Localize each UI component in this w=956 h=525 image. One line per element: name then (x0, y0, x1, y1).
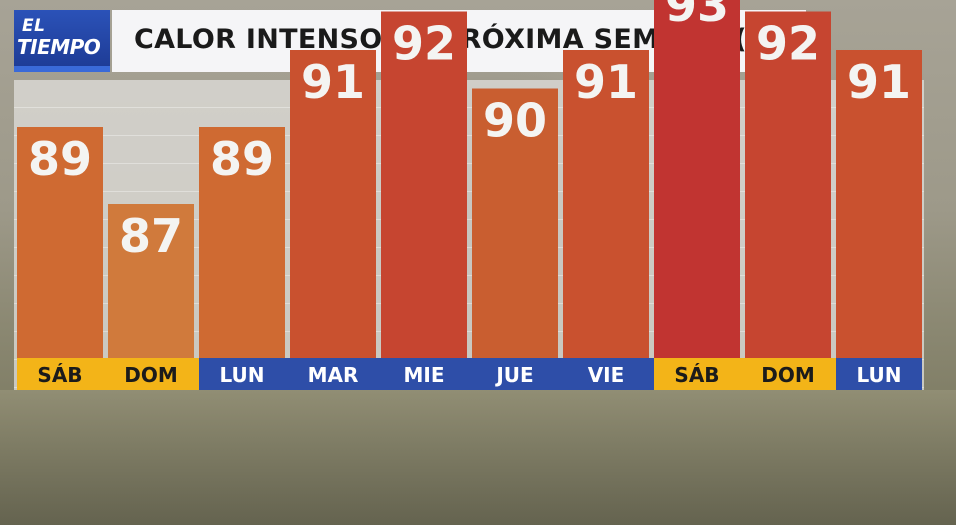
bar-value-label: 91 (301, 55, 365, 109)
bar-value-label: 90 (483, 94, 547, 148)
day-label: DOM (124, 363, 178, 387)
bar (472, 88, 558, 358)
bar-value-label: 92 (756, 17, 820, 71)
day-label-cell (290, 358, 381, 390)
day-label-cell (108, 358, 199, 390)
bar (290, 50, 376, 358)
background-ground (0, 390, 956, 525)
day-label-cell (836, 358, 922, 390)
day-label: JUE (494, 363, 533, 387)
bar-value-label: 93 (665, 0, 729, 32)
day-label: LUN (219, 363, 264, 387)
day-label-cell (745, 358, 836, 390)
day-label-cell (17, 358, 108, 390)
day-label-cell (563, 358, 654, 390)
bar-value-label: 89 (28, 132, 92, 186)
bar (745, 11, 831, 358)
bar (836, 50, 922, 358)
day-label: MIE (403, 363, 444, 387)
logo-accent-bar (14, 66, 110, 72)
day-label-cell (472, 358, 563, 390)
bar-value-label: 91 (847, 55, 911, 109)
bar (381, 11, 467, 358)
day-label: VIE (588, 363, 625, 387)
bar-value-label: 89 (210, 132, 274, 186)
bar (199, 127, 285, 358)
day-label-cell (381, 358, 472, 390)
bar (654, 0, 740, 358)
day-label: MAR (308, 363, 359, 387)
day-label: DOM (761, 363, 815, 387)
el-tiempo-logo (14, 10, 110, 72)
bar (563, 50, 649, 358)
bar-value-label: 92 (392, 17, 456, 71)
day-label: SÁB (37, 363, 82, 387)
day-label: LUN (856, 363, 901, 387)
bar-value-label: 87 (119, 209, 183, 263)
day-label: SÁB (674, 363, 719, 387)
day-label-cell (654, 358, 745, 390)
day-label-cell (199, 358, 290, 390)
logo-line-tiempo: TIEMPO (17, 35, 101, 59)
bar (17, 127, 103, 358)
bar (108, 204, 194, 358)
logo-line-el: EL (22, 16, 46, 36)
bar-value-label: 91 (574, 55, 638, 109)
